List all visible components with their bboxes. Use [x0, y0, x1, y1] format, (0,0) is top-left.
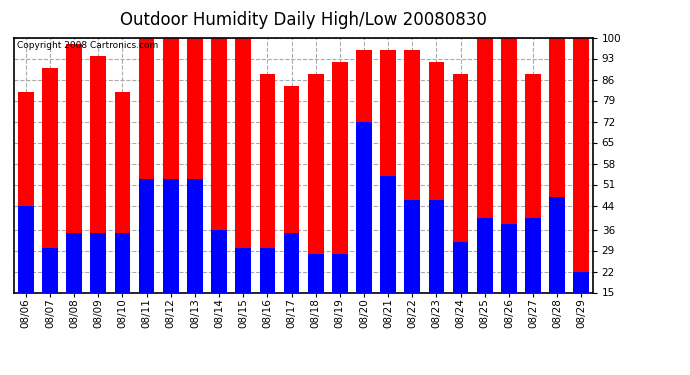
Bar [356, 122, 372, 292]
Bar [501, 224, 517, 292]
Bar [404, 200, 420, 292]
Bar [163, 38, 179, 292]
Bar [380, 50, 396, 292]
Bar [380, 176, 396, 292]
Bar [284, 232, 299, 292]
Bar [259, 74, 275, 292]
Bar [235, 38, 251, 292]
Bar [187, 178, 203, 292]
Bar [139, 38, 155, 292]
Bar [211, 38, 227, 292]
Bar [211, 230, 227, 292]
Bar [525, 74, 541, 292]
Bar [356, 50, 372, 292]
Bar [453, 74, 469, 292]
Bar [525, 217, 541, 292]
Bar [308, 74, 324, 292]
Bar [477, 38, 493, 292]
Bar [42, 68, 58, 292]
Bar [90, 56, 106, 292]
Bar [404, 50, 420, 292]
Text: Outdoor Humidity Daily High/Low 20080830: Outdoor Humidity Daily High/Low 20080830 [120, 11, 487, 29]
Bar [308, 254, 324, 292]
Bar [573, 272, 589, 292]
Bar [549, 196, 565, 292]
Bar [115, 92, 130, 292]
Bar [18, 206, 34, 292]
Bar [477, 217, 493, 292]
Bar [90, 232, 106, 292]
Bar [66, 232, 82, 292]
Bar [428, 200, 444, 292]
Bar [115, 232, 130, 292]
Text: Copyright 2008 Cartronics.com: Copyright 2008 Cartronics.com [17, 41, 158, 50]
Bar [18, 92, 34, 292]
Bar [332, 62, 348, 292]
Bar [235, 248, 251, 292]
Bar [66, 44, 82, 292]
Bar [284, 86, 299, 292]
Bar [453, 242, 469, 292]
Bar [332, 254, 348, 292]
Bar [501, 38, 517, 292]
Bar [187, 38, 203, 292]
Bar [42, 248, 58, 292]
Bar [428, 62, 444, 292]
Bar [163, 178, 179, 292]
Bar [573, 38, 589, 292]
Bar [139, 178, 155, 292]
Bar [259, 248, 275, 292]
Bar [549, 38, 565, 292]
